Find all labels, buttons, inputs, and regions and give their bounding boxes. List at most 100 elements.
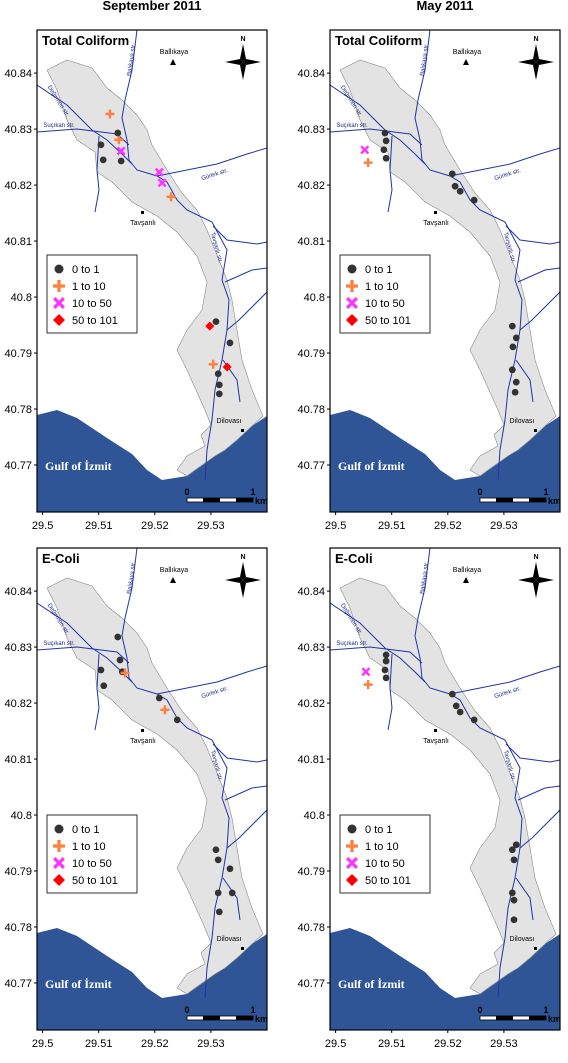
legend-label: 50 to 101 xyxy=(365,315,411,327)
stream-label: Suçıkan str. xyxy=(43,641,75,647)
north-label: N xyxy=(533,554,538,561)
y-tick-label: 40.78 xyxy=(297,404,325,416)
scale-start: 0 xyxy=(184,1005,189,1015)
x-tick-label: 29.5 xyxy=(325,520,346,532)
stream-label: Balıkaya str. xyxy=(127,561,138,595)
basemap xyxy=(37,548,267,1030)
legend-marker xyxy=(53,874,65,886)
x-tick-label: 29.51 xyxy=(378,520,406,532)
site-marker xyxy=(510,856,518,864)
legend-marker xyxy=(53,840,65,852)
x-tick-label: 29.53 xyxy=(490,520,518,532)
place-label: Ballıkaya xyxy=(453,567,482,574)
x-tick-label: 29.51 xyxy=(378,1038,406,1050)
x-tick-label: 29.5 xyxy=(325,1038,346,1050)
place-label: Dilovası xyxy=(510,418,535,425)
north-label: N xyxy=(240,36,245,43)
site-marker xyxy=(382,154,390,162)
scale-end: 1 xyxy=(250,1005,255,1015)
site-marker xyxy=(382,674,390,682)
legend-marker xyxy=(53,857,65,869)
site-marker xyxy=(512,841,520,849)
x-tick-label: 29.52 xyxy=(141,520,169,532)
site-marker xyxy=(508,846,516,854)
y-tick-label: 40.8 xyxy=(11,292,32,304)
legend-label: 1 to 10 xyxy=(365,281,399,293)
column-title: September 2011 xyxy=(102,0,201,13)
site-marker xyxy=(452,702,460,710)
site-marker xyxy=(448,170,456,178)
site-marker xyxy=(97,141,105,149)
panel-title: E-Coli xyxy=(335,551,373,566)
y-tick-label: 40.83 xyxy=(4,642,32,654)
site-marker xyxy=(173,716,181,724)
y-tick-label: 40.84 xyxy=(297,68,325,80)
legend-label: 50 to 101 xyxy=(72,315,118,327)
site-marker xyxy=(114,129,122,137)
site-marker xyxy=(205,321,215,331)
y-tick-label: 40.8 xyxy=(304,810,325,822)
place-label: Tavşanlı xyxy=(423,220,449,227)
place-label: Ballıkaya xyxy=(453,49,482,56)
site-marker xyxy=(154,167,164,177)
legend-label: 0 to 1 xyxy=(72,264,100,276)
site-marker xyxy=(381,666,389,674)
y-tick-label: 40.78 xyxy=(297,922,325,934)
legend-marker xyxy=(53,280,65,292)
site-marker xyxy=(160,705,170,715)
panel-title: Total Coliform xyxy=(335,33,422,48)
site-marker xyxy=(363,158,373,168)
panel-frame xyxy=(36,547,268,1031)
place-label: Tavşanlı xyxy=(423,738,449,745)
y-tick-label: 40.77 xyxy=(297,460,325,472)
x-tick-label: 29.53 xyxy=(197,1038,225,1050)
north-label: N xyxy=(240,554,245,561)
site-marker xyxy=(382,657,390,665)
legend-marker xyxy=(346,280,358,292)
site-marker xyxy=(470,716,478,724)
x-tick-label: 29.51 xyxy=(85,520,113,532)
basemap xyxy=(330,548,560,1030)
column-title: May 2011 xyxy=(416,0,473,13)
legend-label: 10 to 50 xyxy=(72,858,112,870)
y-tick-label: 40.83 xyxy=(4,124,32,136)
site-marker xyxy=(448,690,456,698)
site-marker xyxy=(512,334,520,342)
legend-marker xyxy=(346,874,358,886)
y-tick-label: 40.78 xyxy=(4,404,32,416)
site-marker xyxy=(456,708,464,716)
site-marker xyxy=(382,137,390,145)
y-tick-label: 40.81 xyxy=(4,754,32,766)
site-marker xyxy=(208,359,218,369)
site-marker xyxy=(166,192,176,202)
site-marker xyxy=(510,896,518,904)
y-tick-label: 40.8 xyxy=(11,810,32,822)
site-marker xyxy=(228,889,236,897)
site-marker xyxy=(214,856,222,864)
legend-label: 10 to 50 xyxy=(72,298,112,310)
y-tick-label: 40.79 xyxy=(4,866,32,878)
place-label: Gulf of İzmit xyxy=(45,459,112,473)
y-tick-label: 40.78 xyxy=(4,922,32,934)
stream-label: Suçıkan str. xyxy=(336,123,368,129)
site-marker xyxy=(100,682,108,690)
legend-marker xyxy=(347,264,357,274)
site-marker xyxy=(363,680,373,690)
x-tick-label: 29.52 xyxy=(434,1038,462,1050)
place-label: Dilovası xyxy=(217,418,242,425)
legend-label: 0 to 1 xyxy=(365,264,393,276)
site-marker xyxy=(380,146,388,154)
site-marker xyxy=(508,889,516,897)
site-marker xyxy=(456,187,464,195)
y-tick-label: 40.79 xyxy=(297,348,325,360)
stream-label: Balıkaya str. xyxy=(420,561,431,595)
panel-title: E-Coli xyxy=(42,551,80,566)
y-tick-label: 40.83 xyxy=(297,124,325,136)
y-tick-label: 40.82 xyxy=(297,698,325,710)
x-tick-label: 29.51 xyxy=(85,1038,113,1050)
site-marker xyxy=(214,889,222,897)
legend-marker xyxy=(346,840,358,852)
y-tick-label: 40.79 xyxy=(297,866,325,878)
site-marker xyxy=(215,381,223,389)
site-marker xyxy=(215,390,223,398)
